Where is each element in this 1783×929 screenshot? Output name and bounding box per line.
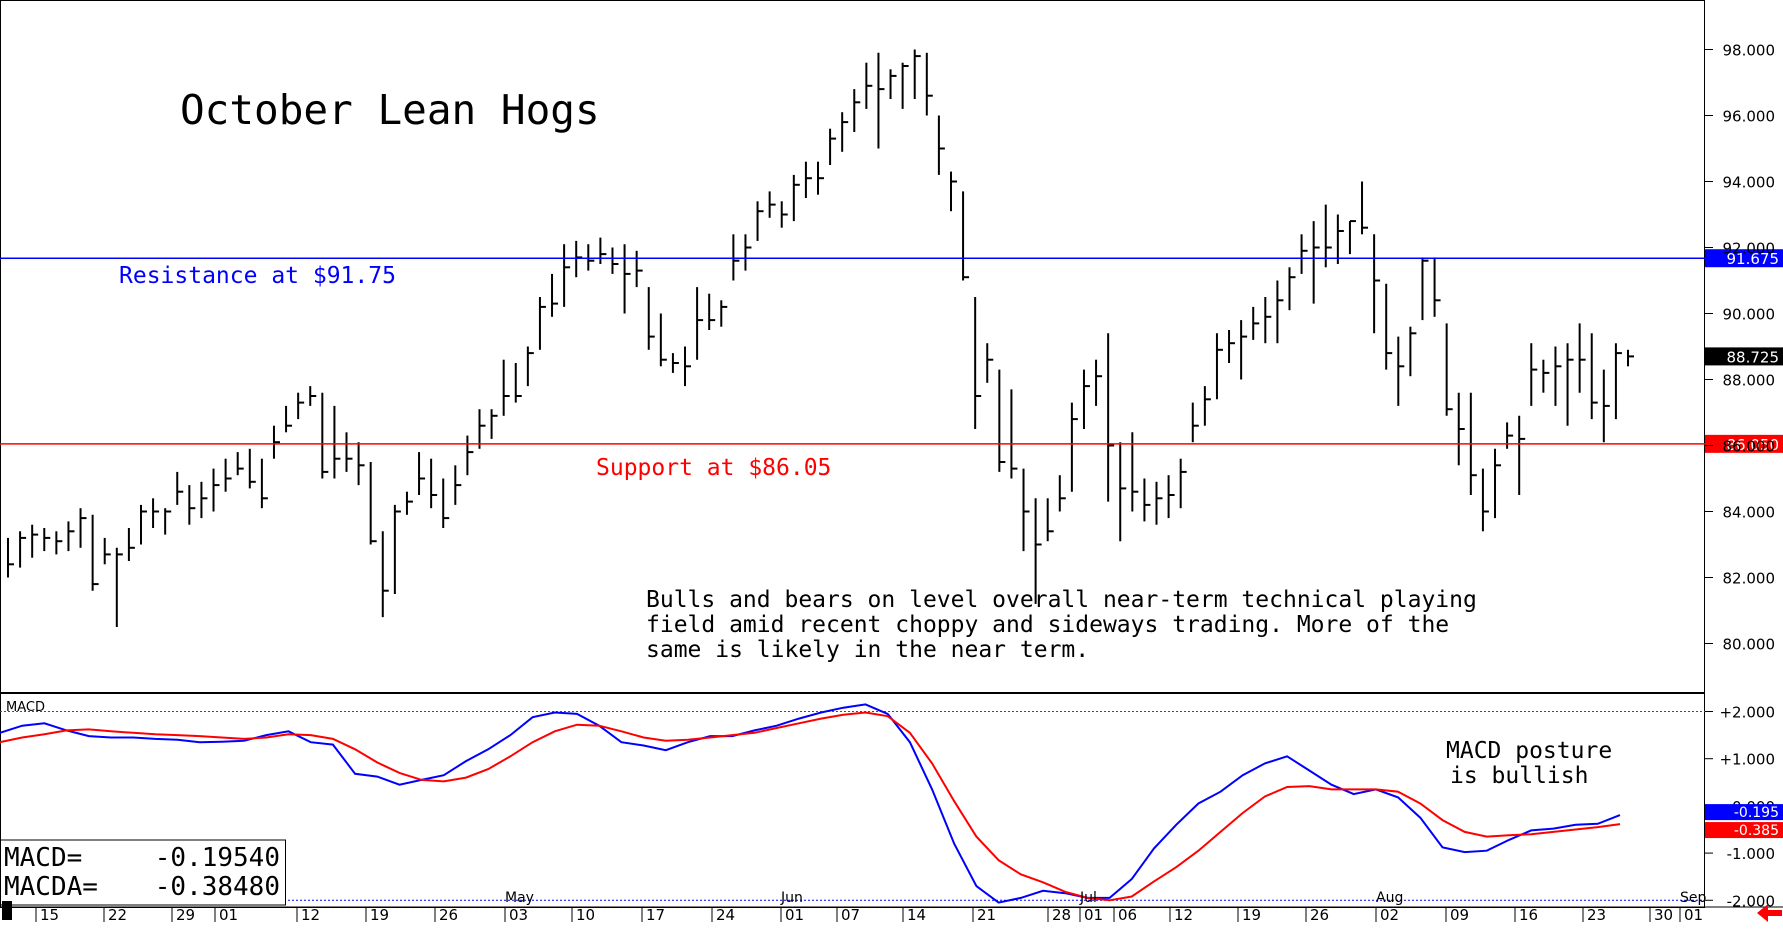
x-axis-day-label: 14 bbox=[907, 906, 926, 924]
price-bars-group bbox=[7, 49, 1634, 627]
support-tag bbox=[1705, 434, 1783, 453]
last-price-tag bbox=[1705, 347, 1783, 366]
price-axis-label: 94.000 bbox=[1723, 174, 1776, 192]
resistance-tag-value: 91.675 bbox=[1727, 250, 1780, 268]
x-axis-day-label: 19 bbox=[1242, 906, 1261, 924]
x-axis-day-label: 02 bbox=[1380, 906, 1399, 924]
price-axis-label: 84.000 bbox=[1723, 504, 1776, 522]
x-axis-day-label: 10 bbox=[576, 906, 595, 924]
x-axis-day-label: 03 bbox=[509, 906, 528, 924]
last-macd-tag bbox=[1705, 804, 1783, 821]
commentary-line-3: same is likely in the near term. bbox=[646, 637, 1089, 663]
x-axis-day-label: 19 bbox=[370, 906, 389, 924]
x-axis-day-label: 28 bbox=[1052, 906, 1071, 924]
x-axis-day-label: 06 bbox=[1118, 906, 1137, 924]
x-axis-day-label: 16 bbox=[1519, 906, 1538, 924]
x-axis-day-label: 26 bbox=[439, 906, 458, 924]
macd-readout-box bbox=[0, 839, 286, 906]
macd-axis-label: -1.000 bbox=[1727, 845, 1775, 863]
price-axis-label: 86.000 bbox=[1723, 438, 1776, 456]
macda-readout-label: MACDA= bbox=[4, 872, 98, 902]
macd-axis-label: -2.000 bbox=[1727, 892, 1775, 910]
resistance-label: Resistance at $91.75 bbox=[119, 263, 396, 289]
x-axis-day-label: 09 bbox=[1450, 906, 1469, 924]
left-arrow-icon[interactable] bbox=[1757, 904, 1782, 922]
price-axis-label: 80.000 bbox=[1723, 636, 1776, 654]
x-axis-month-label: Jul bbox=[1079, 890, 1097, 906]
price-axis-label: 90.000 bbox=[1723, 306, 1776, 324]
macd-annotation-line-2: is bullish bbox=[1450, 763, 1588, 789]
macd-annotation-line-1: MACD posture bbox=[1446, 738, 1612, 764]
x-axis-day-label: 15 bbox=[40, 906, 59, 924]
macda-line bbox=[0, 711, 1621, 902]
x-axis-day-label: 01 bbox=[1084, 906, 1103, 924]
commentary-line-1: Bulls and bears on level overall near-te… bbox=[646, 587, 1477, 613]
x-axis-group: 15 22 29 01 12 19 26 03 10 17 24 01 07 14 21 28 01 06 12 19… bbox=[35, 890, 1707, 924]
x-axis-day-label: 12 bbox=[1174, 906, 1193, 924]
support-label: Support at $86.05 bbox=[596, 455, 831, 481]
x-axis-day-label: 01 bbox=[785, 906, 804, 924]
commentary-line-2: field amid recent choppy and sideways tr… bbox=[646, 612, 1449, 638]
x-axis-day-label: 29 bbox=[176, 906, 195, 924]
macd-axis-label: +2.000 bbox=[1719, 704, 1775, 722]
macd-readout-value: -0.19540 bbox=[155, 843, 280, 873]
chart-title: October Lean Hogs bbox=[180, 86, 600, 134]
macd-panel-title: MACD bbox=[6, 700, 45, 715]
x-axis-day-label: 12 bbox=[301, 906, 320, 924]
macd-lines-group bbox=[0, 703, 1621, 904]
macda-readout-value: -0.38480 bbox=[155, 872, 280, 902]
price-axis-label: 88.000 bbox=[1723, 372, 1776, 390]
x-axis-month-label: Jun bbox=[780, 890, 803, 906]
last-price-value: 88.725 bbox=[1727, 348, 1780, 366]
price-axis-label: 82.000 bbox=[1723, 570, 1776, 588]
support-tag-value: 86.050 bbox=[1727, 436, 1780, 454]
x-axis-day-label: 26 bbox=[1310, 906, 1329, 924]
x-axis-day-label: 01 bbox=[1684, 906, 1703, 924]
macd-readout-label: MACD= bbox=[4, 843, 82, 873]
x-axis-day-label: 07 bbox=[841, 906, 860, 924]
macd-line bbox=[0, 703, 1621, 904]
x-axis-day-label: 24 bbox=[716, 906, 735, 924]
last-macd-value: -0.195 bbox=[1734, 805, 1779, 821]
x-axis-day-label: 22 bbox=[108, 906, 127, 924]
x-axis-month-label: Sep bbox=[1680, 890, 1707, 906]
last-macda-tag bbox=[1705, 822, 1783, 839]
x-axis-day-label: 23 bbox=[1587, 906, 1606, 924]
last-macda-value: -0.385 bbox=[1734, 823, 1779, 839]
x-axis-month-label: May bbox=[505, 890, 534, 906]
macd-axis-group: +2.000+1.0000.000-1.000-2.000-0.385-0.19… bbox=[1705, 704, 1783, 910]
macd-axis-label: +1.000 bbox=[1719, 751, 1775, 769]
price-levels-group: 91.675 86.050 bbox=[0, 249, 1783, 454]
price-axis-label: 92.000 bbox=[1723, 240, 1776, 258]
x-axis-day-label: 21 bbox=[977, 906, 996, 924]
plot-frame bbox=[0, 0, 1705, 908]
x-axis-day-label: 17 bbox=[646, 906, 665, 924]
resistance-tag bbox=[1705, 249, 1783, 268]
black-square-icon[interactable] bbox=[2, 901, 12, 920]
x-axis-month-label: Aug bbox=[1376, 890, 1403, 906]
price-axis-label: 96.000 bbox=[1723, 108, 1776, 126]
x-axis-day-label: 01 bbox=[219, 906, 238, 924]
price-axis-group: 98.000 96.000 94.000 92.000 90.000 88.000 86.0… bbox=[1705, 42, 1783, 654]
x-axis-day-label: 30 bbox=[1654, 906, 1673, 924]
price-axis-label: 98.000 bbox=[1723, 42, 1776, 60]
